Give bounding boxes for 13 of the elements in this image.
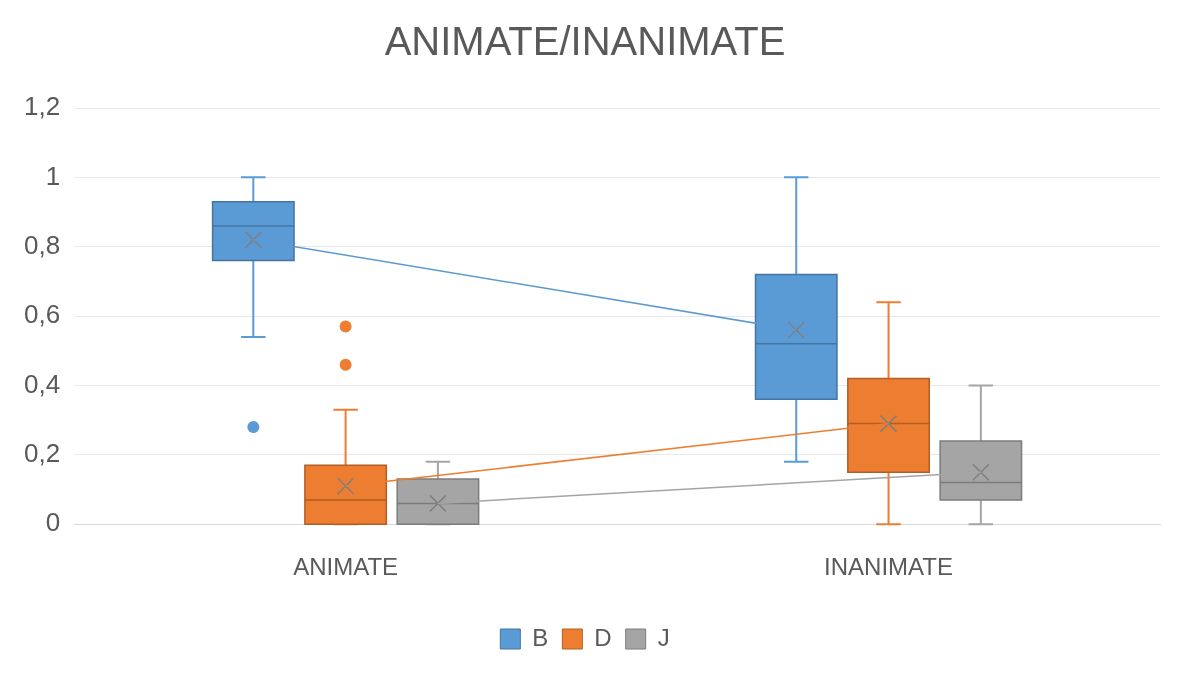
legend-label: D [594,623,612,651]
chart-title: ANIMATE/INANIMATE [384,19,786,64]
y-tick-label: 0,6 [23,299,61,330]
y-tick-label: 0,8 [23,229,61,260]
y-tick-label: 0,4 [23,368,61,399]
legend-label: B [532,623,549,651]
y-tick-label: 1,2 [23,91,61,122]
y-tick-label: 0,2 [23,438,61,469]
x-tick-label: ANIMATE [293,553,399,581]
legend-label: J [657,623,670,651]
y-tick-label: 1 [45,160,61,191]
x-tick-label: INANIMATE [824,553,953,581]
y-tick-label: 0 [45,507,61,538]
